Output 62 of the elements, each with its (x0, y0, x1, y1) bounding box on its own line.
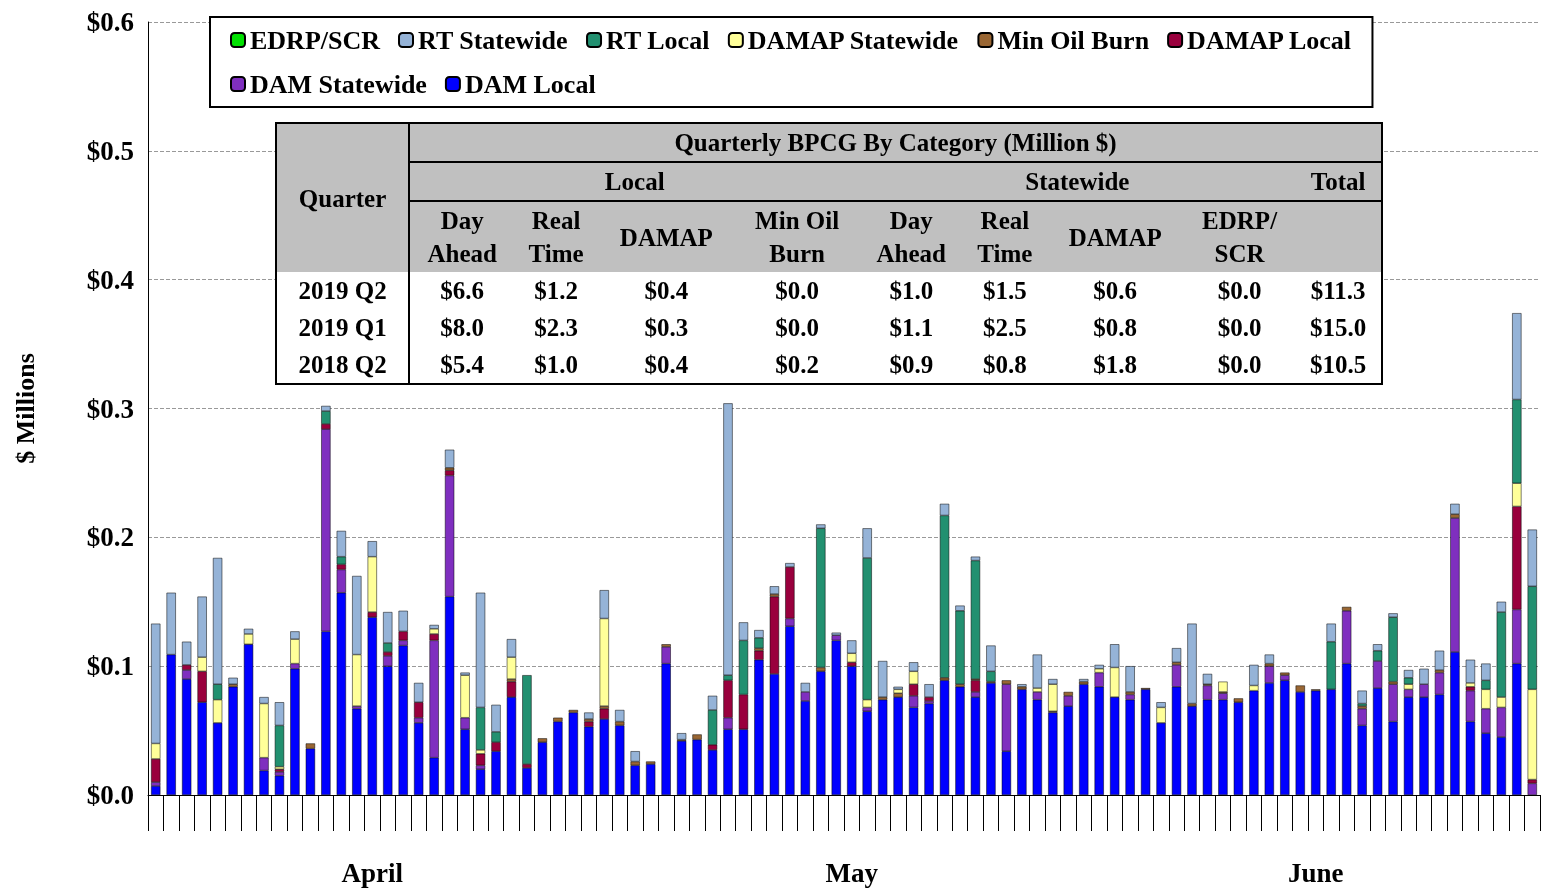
annotation: $5.4 (439, 350, 486, 380)
annotation: $1.0 (533, 350, 579, 380)
annotation: $2.3 (533, 313, 579, 343)
y-tick-label: $0.0 (86, 780, 134, 810)
legend-label: RT Local (606, 25, 710, 55)
annotation: $0.0 (1216, 313, 1263, 343)
annotation: Real Time (514, 201, 598, 272)
y-tick-label: $0.3 (86, 393, 134, 424)
annotation: $0.9 (888, 350, 935, 380)
y-tick-label: $0.2 (86, 522, 134, 553)
annotation: $15.0 (1309, 313, 1368, 343)
x-tick-label: June (1287, 857, 1344, 888)
y-tick-label: $0.5 (86, 135, 134, 166)
annotation: $11.3 (1309, 276, 1367, 306)
annotation: $6.6 (439, 276, 486, 306)
annotation: 2018 Q2 (276, 346, 410, 384)
annotation: $0.8 (1092, 313, 1139, 343)
annotation: $0.3 (643, 313, 690, 343)
annotation: Statewide (859, 162, 1296, 201)
annotation: 2019 Q2 (276, 272, 410, 309)
y-tick-label: $0.6 (86, 7, 134, 37)
annotation: $0.4 (643, 350, 690, 380)
legend-label: Min Oil Burn (997, 25, 1150, 55)
annotation: Min Oil Burn (734, 201, 860, 272)
annotation: $0.0 (1216, 350, 1263, 380)
annotation: Local (409, 162, 860, 201)
annotation: $1.2 (533, 276, 579, 306)
y-tick-label: $0.1 (86, 651, 134, 682)
annotation: $8.0 (439, 313, 486, 343)
annotation: $0.0 (774, 313, 820, 343)
annotation: DAMAP (1046, 201, 1184, 272)
legend-label: DAM Local (464, 69, 596, 99)
legend-label: DAMAP Statewide (747, 25, 958, 55)
annotation: Day Ahead (409, 201, 515, 272)
annotation: Day Ahead (859, 201, 964, 272)
x-tick-label: May (825, 857, 879, 888)
annotation: Quarter (276, 123, 410, 272)
annotation: $0.4 (643, 276, 690, 306)
y-axis-title: $ Millions (10, 353, 40, 464)
annotation: Total (1295, 162, 1382, 201)
annotation: $1.8 (1092, 350, 1139, 380)
annotation: $2.5 (982, 313, 1028, 343)
annotation: $10.5 (1309, 350, 1368, 380)
y-tick-label: $0.4 (86, 264, 134, 295)
annotation: DAMAP (597, 201, 735, 272)
legend-label: EDRP/SCR (250, 25, 381, 55)
annotation: $1.0 (888, 276, 935, 306)
legend-label: DAMAP Local (1187, 25, 1352, 55)
annotation: $0.0 (774, 276, 820, 306)
x-tick-label: April (341, 857, 404, 888)
annotation: $1.5 (982, 276, 1028, 306)
annotation: 2019 Q1 (276, 309, 410, 346)
annotation: Quarterly BPCG By Category (Million $) (409, 123, 1382, 162)
annotation: $1.1 (888, 313, 935, 343)
annotation: $0.8 (982, 350, 1028, 380)
annotation: $0.2 (774, 350, 820, 380)
legend-label: RT Statewide (418, 25, 568, 55)
legend-label: DAM Statewide (250, 69, 427, 99)
annotation: EDRP/ SCR (1183, 201, 1296, 272)
annotation: Real Time (963, 201, 1047, 272)
annotation: $0.6 (1092, 276, 1139, 306)
annotation: $0.0 (1216, 276, 1263, 306)
